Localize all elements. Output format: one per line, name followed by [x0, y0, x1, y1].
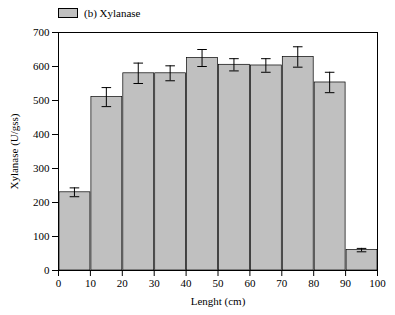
- svg-text:100: 100: [369, 277, 386, 289]
- svg-text:200: 200: [33, 196, 50, 208]
- svg-text:400: 400: [33, 128, 50, 140]
- svg-text:700: 700: [33, 26, 50, 38]
- svg-text:90: 90: [340, 277, 352, 289]
- svg-text:70: 70: [276, 277, 288, 289]
- svg-text:Xylanase (U/gss): Xylanase (U/gss): [8, 113, 21, 189]
- svg-text:50: 50: [213, 277, 225, 289]
- svg-text:10: 10: [85, 277, 97, 289]
- svg-text:40: 40: [181, 277, 193, 289]
- html-text:(b) Xylanase: (b) Xylanase: [84, 7, 141, 19]
- svg-text:300: 300: [33, 162, 50, 174]
- svg-text:600: 600: [33, 60, 50, 72]
- svg-text:100: 100: [33, 230, 50, 242]
- svg-text:0: 0: [56, 277, 62, 289]
- svg-text:60: 60: [244, 277, 256, 289]
- svg-text:80: 80: [308, 277, 320, 289]
- svg-text:Lenght (cm): Lenght (cm): [191, 295, 246, 308]
- svg-text:30: 30: [149, 277, 161, 289]
- svg-text:20: 20: [117, 277, 129, 289]
- svg-text:0: 0: [44, 264, 50, 276]
- svg-text:500: 500: [33, 94, 50, 106]
